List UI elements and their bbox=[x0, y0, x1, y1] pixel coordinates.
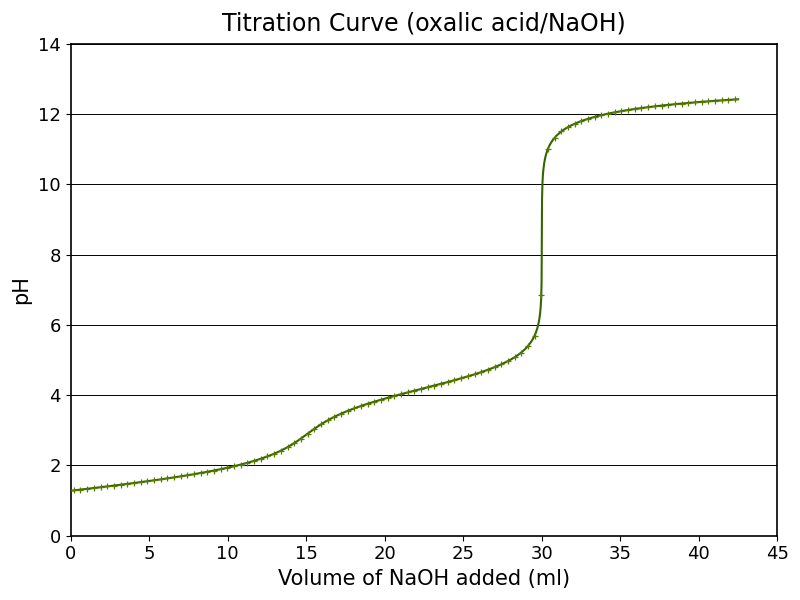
Title: Titration Curve (oxalic acid/NaOH): Titration Curve (oxalic acid/NaOH) bbox=[222, 11, 626, 35]
X-axis label: Volume of NaOH added (ml): Volume of NaOH added (ml) bbox=[278, 569, 570, 589]
Y-axis label: pH: pH bbox=[11, 275, 31, 304]
